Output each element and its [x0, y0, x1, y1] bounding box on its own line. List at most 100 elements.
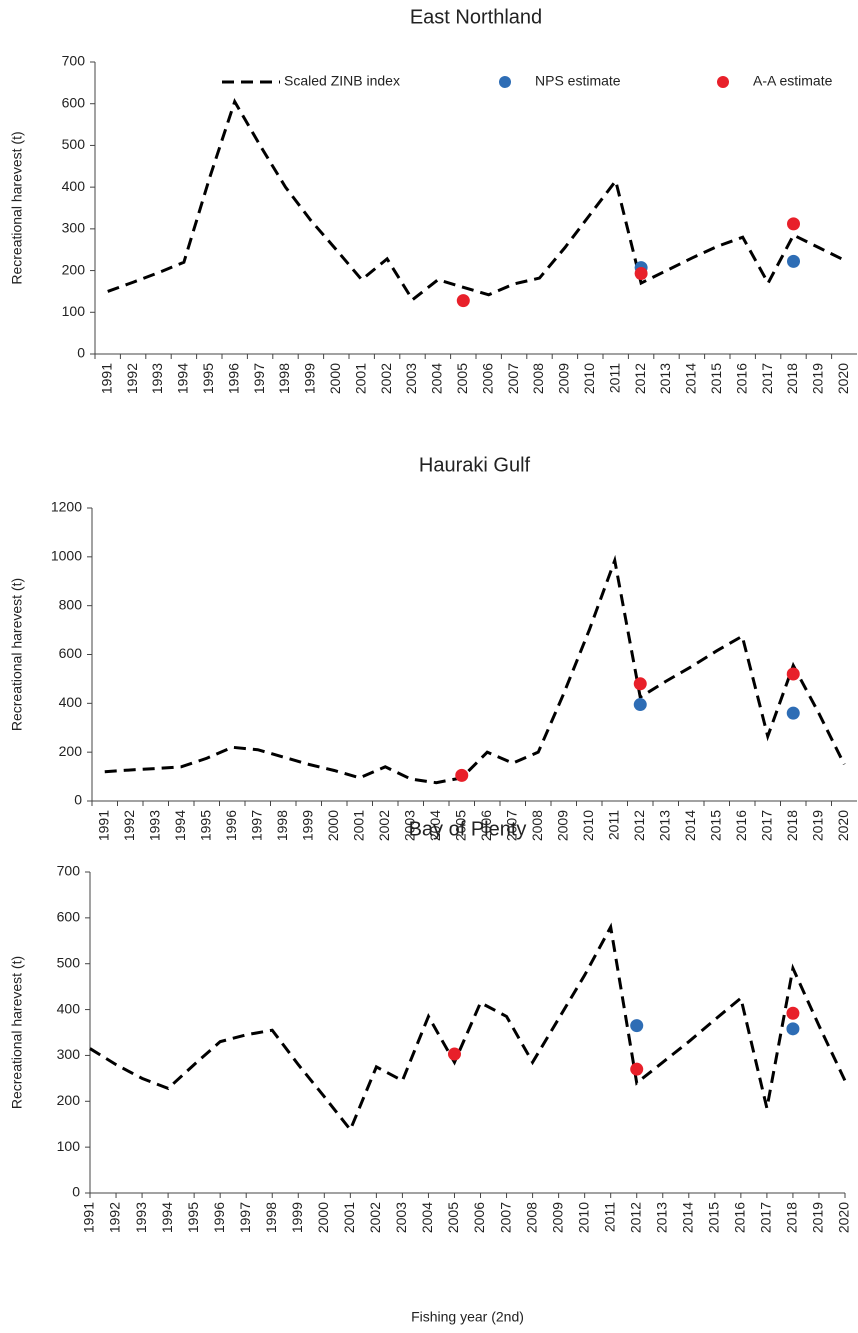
x-tick-label: 1994	[172, 810, 188, 841]
legend-swatch	[499, 76, 511, 88]
x-tick-label: 1996	[223, 810, 239, 841]
x-tick-label: 2006	[479, 363, 495, 394]
x-tick-label: 2012	[632, 363, 648, 394]
x-tick-label: 2019	[810, 363, 826, 394]
y-tick-label: 500	[57, 954, 81, 970]
x-tick-label: 1999	[299, 810, 315, 841]
x-tick-label: 2011	[601, 1202, 617, 1232]
x-tick-label: 2007	[503, 810, 519, 841]
legend-label: NPS estimate	[535, 73, 621, 89]
x-tick-label: 2018	[784, 1202, 800, 1233]
x-tick-label: 2013	[653, 1202, 669, 1233]
estimate-point	[634, 266, 648, 280]
x-tick-label: 1992	[107, 1202, 123, 1233]
y-tick-label: 0	[77, 345, 85, 361]
estimate-point	[787, 217, 800, 231]
x-tick-label: 2000	[315, 1202, 331, 1233]
x-tick-label: 2020	[836, 1202, 852, 1233]
x-tick-label: 2002	[367, 1202, 383, 1233]
x-tick-label: 2016	[732, 1202, 748, 1233]
x-tick-label: 2020	[835, 810, 851, 841]
x-tick-label: 1997	[248, 810, 264, 841]
y-axis-label: Recreational harevest (t)	[9, 956, 25, 1109]
x-tick-label: 2003	[393, 1202, 409, 1233]
y-tick-label: 400	[57, 1000, 81, 1016]
x-tick-label: 2014	[682, 810, 698, 841]
x-tick-label: 2010	[580, 810, 596, 841]
x-tick-label: 2009	[549, 1202, 565, 1233]
x-tick-label: 2006	[478, 810, 494, 841]
x-tick-label: 2019	[809, 810, 825, 841]
x-tick-label: 1994	[159, 1202, 175, 1233]
y-tick-label: 100	[57, 1138, 81, 1154]
x-tick-label: 2003	[403, 363, 419, 394]
x-tick-label: 1999	[289, 1202, 305, 1233]
x-tick-label: 1993	[146, 810, 162, 841]
y-tick-label: 100	[62, 303, 86, 319]
x-tick-label: 2000	[325, 810, 341, 841]
chart-title: Hauraki Gulf	[419, 454, 531, 476]
legend-swatch	[717, 76, 729, 88]
x-tick-label: 2014	[679, 1202, 695, 1233]
estimate-point	[630, 1062, 644, 1076]
y-tick-label: 600	[62, 94, 86, 110]
y-tick-label: 700	[62, 53, 86, 69]
x-tick-label: 2008	[523, 1202, 539, 1233]
x-tick-label: 1991	[98, 363, 114, 394]
x-tick-label: 2001	[350, 810, 366, 841]
estimate-point	[787, 254, 800, 268]
x-tick-label: 2017	[758, 810, 774, 841]
estimate-point	[786, 706, 800, 720]
x-tick-label: 2020	[835, 363, 851, 394]
y-tick-label: 300	[62, 220, 86, 236]
x-tick-label: 2007	[497, 1202, 513, 1233]
x-tick-label: 2010	[575, 1202, 591, 1233]
index-line	[107, 97, 845, 302]
x-tick-label: 2004	[429, 363, 445, 394]
x-tick-label: 2013	[656, 810, 672, 841]
x-tick-label: 2019	[810, 1202, 826, 1233]
x-tick-label: 2013	[657, 363, 673, 394]
y-tick-label: 200	[59, 743, 83, 759]
legend-label: A-A estimate	[753, 73, 833, 89]
x-tick-label: 2018	[784, 810, 800, 841]
x-tick-label: 2012	[627, 1202, 643, 1233]
x-tick-label: 2005	[445, 1202, 461, 1233]
x-tick-label: 2016	[733, 810, 749, 841]
x-tick-label: 2006	[471, 1202, 487, 1233]
x-tick-label: 1993	[149, 363, 165, 394]
x-tick-label: 1997	[251, 363, 267, 394]
x-tick-label: 2010	[581, 363, 597, 394]
x-tick-label: 2001	[341, 1202, 357, 1233]
chart-title: Bay of Plenty	[409, 818, 527, 840]
x-tick-label: 2017	[758, 1202, 774, 1233]
x-tick-label: 1994	[175, 363, 191, 394]
x-tick-label: 1996	[211, 1202, 227, 1233]
y-tick-label: 700	[57, 863, 81, 879]
x-tick-label: 2015	[707, 810, 723, 841]
x-tick-label: 2004	[419, 1202, 435, 1233]
y-tick-label: 0	[72, 1184, 80, 1200]
x-tick-label: 2004	[427, 810, 443, 841]
x-tick-label: 1998	[274, 810, 290, 841]
estimate-point	[633, 698, 647, 712]
x-tick-label: 2012	[631, 810, 647, 841]
x-tick-label: 2016	[733, 363, 749, 394]
x-tick-label: 1991	[95, 810, 111, 841]
estimate-point	[447, 1047, 461, 1061]
y-tick-label: 200	[62, 261, 86, 277]
x-tick-label: 2015	[708, 363, 724, 394]
y-tick-label: 200	[57, 1092, 81, 1108]
y-tick-label: 500	[62, 136, 86, 152]
estimate-point	[786, 667, 800, 681]
x-axis-label: Fishing year (2nd)	[411, 1309, 524, 1325]
y-tick-label: 0	[74, 792, 82, 808]
x-tick-label: 2009	[554, 810, 570, 841]
x-tick-label: 1992	[121, 810, 137, 841]
estimate-point	[786, 1022, 800, 1036]
y-tick-label: 600	[57, 909, 81, 925]
y-tick-label: 1200	[51, 499, 82, 515]
x-tick-label: 2008	[529, 810, 545, 841]
x-tick-label: 1998	[276, 363, 292, 394]
